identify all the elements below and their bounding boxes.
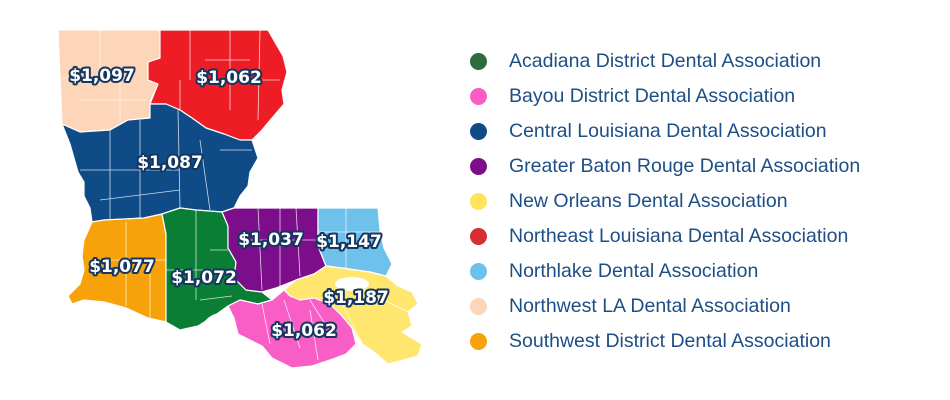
price-northwest: $1,097 [69, 66, 135, 86]
region-bayou[interactable] [227, 289, 357, 369]
legend-label-central: Central Louisiana Dental Association [509, 120, 827, 142]
legend-label-southwest: Southwest District Dental Association [509, 330, 831, 352]
price-southwest: $1,077 [89, 257, 155, 277]
legend-item-new-orleans: New Orleans Dental Association [470, 184, 940, 219]
parish-lines [62, 29, 409, 361]
legend-item-central: Central Louisiana Dental Association [470, 114, 940, 149]
legend-dot-northeast [470, 228, 487, 245]
marsh-island [204, 313, 230, 331]
region-southwest[interactable] [67, 213, 167, 323]
legend-dot-bayou [470, 88, 487, 105]
legend-item-baton-rouge: Greater Baton Rouge Dental Association [470, 149, 940, 184]
legend-dot-northwest [470, 298, 487, 315]
legend-label-northwest: Northwest LA Dental Association [509, 295, 791, 317]
legend-item-southwest: Southwest District Dental Association [470, 324, 940, 359]
legend-item-northlake: Northlake Dental Association [470, 254, 940, 289]
legend-dot-northlake [470, 263, 487, 280]
legend: Acadiana District Dental Association Bay… [470, 44, 940, 359]
legend-item-bayou: Bayou District Dental Association [470, 79, 940, 114]
legend-dot-southwest [470, 333, 487, 350]
region-central[interactable] [61, 103, 259, 223]
legend-dot-acadiana [470, 53, 487, 70]
legend-item-acadiana: Acadiana District Dental Association [470, 44, 940, 79]
price-bayou: $1,062 [271, 321, 337, 341]
legend-label-northlake: Northlake Dental Association [509, 260, 759, 282]
price-baton-rouge: $1,037 [238, 230, 304, 250]
legend-dot-baton-rouge [470, 158, 487, 175]
price-acadiana: $1,072 [171, 268, 237, 288]
legend-item-northeast: Northeast Louisiana Dental Association [470, 219, 940, 254]
legend-item-northwest: Northwest LA Dental Association [470, 289, 940, 324]
legend-label-new-orleans: New Orleans Dental Association [509, 190, 788, 212]
price-northlake: $1,147 [316, 232, 382, 252]
legend-label-northeast: Northeast Louisiana Dental Association [509, 225, 849, 247]
price-northeast: $1,062 [196, 68, 262, 88]
legend-dot-central [470, 123, 487, 140]
price-central: $1,087 [137, 153, 203, 173]
lake-pontchartrain [335, 277, 369, 291]
legend-dot-new-orleans [470, 193, 487, 210]
legend-label-baton-rouge: Greater Baton Rouge Dental Association [509, 155, 861, 177]
legend-label-acadiana: Acadiana District Dental Association [509, 50, 822, 72]
price-new-orleans: $1,187 [323, 288, 389, 308]
louisiana-map: $1,097 $1,062 $1,087 $1,037 $1,147 $1,07… [57, 29, 423, 369]
legend-label-bayou: Bayou District Dental Association [509, 85, 796, 107]
